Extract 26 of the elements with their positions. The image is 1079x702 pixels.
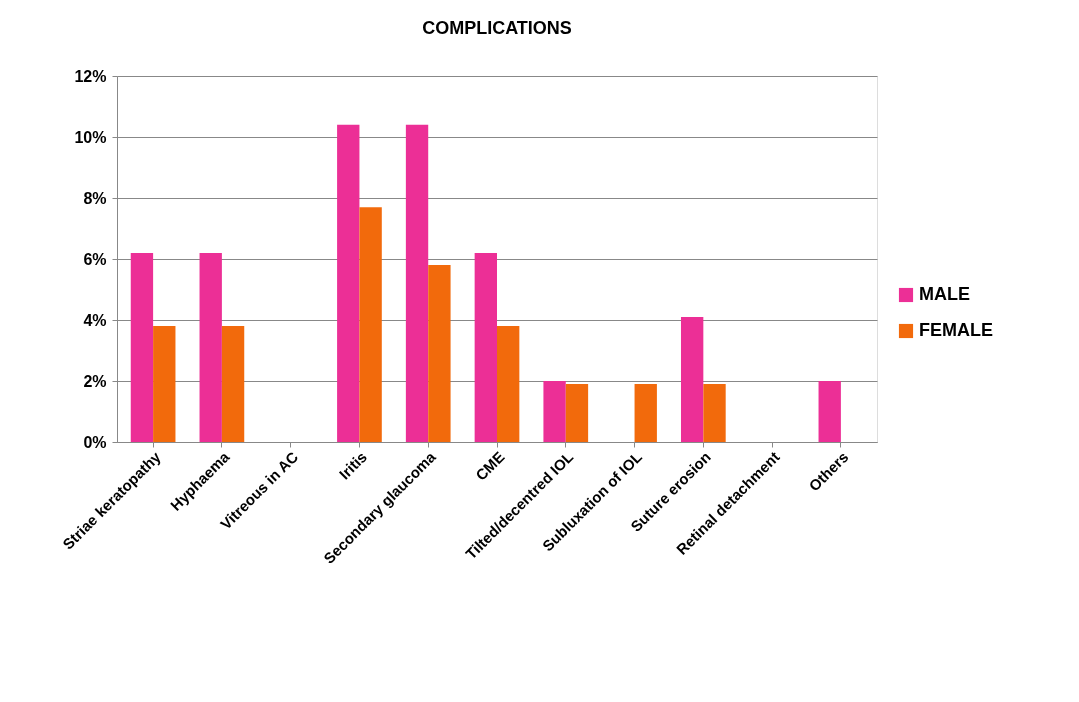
y-tick-label: 4% <box>83 311 107 329</box>
chart-title: COMPLICATIONS <box>422 18 572 38</box>
y-tick-label: 2% <box>83 372 107 390</box>
y-tick-label: 12% <box>74 67 107 85</box>
bar <box>565 384 589 442</box>
bar <box>359 207 382 442</box>
bar <box>199 252 222 442</box>
legend-label: FEMALE <box>919 320 993 340</box>
y-tick-label: 10% <box>74 128 107 146</box>
bar <box>405 124 429 442</box>
y-tick-label: 0% <box>83 433 107 451</box>
bar <box>703 384 726 442</box>
bar <box>221 326 245 442</box>
bar <box>428 265 451 442</box>
bar <box>634 384 657 442</box>
bar <box>680 316 704 442</box>
legend-label: MALE <box>919 284 970 304</box>
bar <box>130 252 154 442</box>
bar <box>153 326 176 442</box>
y-tick-label: 8% <box>83 189 107 207</box>
bar <box>543 381 566 442</box>
bar <box>818 381 841 442</box>
bar <box>497 326 520 442</box>
y-tick-label: 6% <box>83 250 107 268</box>
bar <box>337 124 360 442</box>
bar <box>474 252 497 442</box>
